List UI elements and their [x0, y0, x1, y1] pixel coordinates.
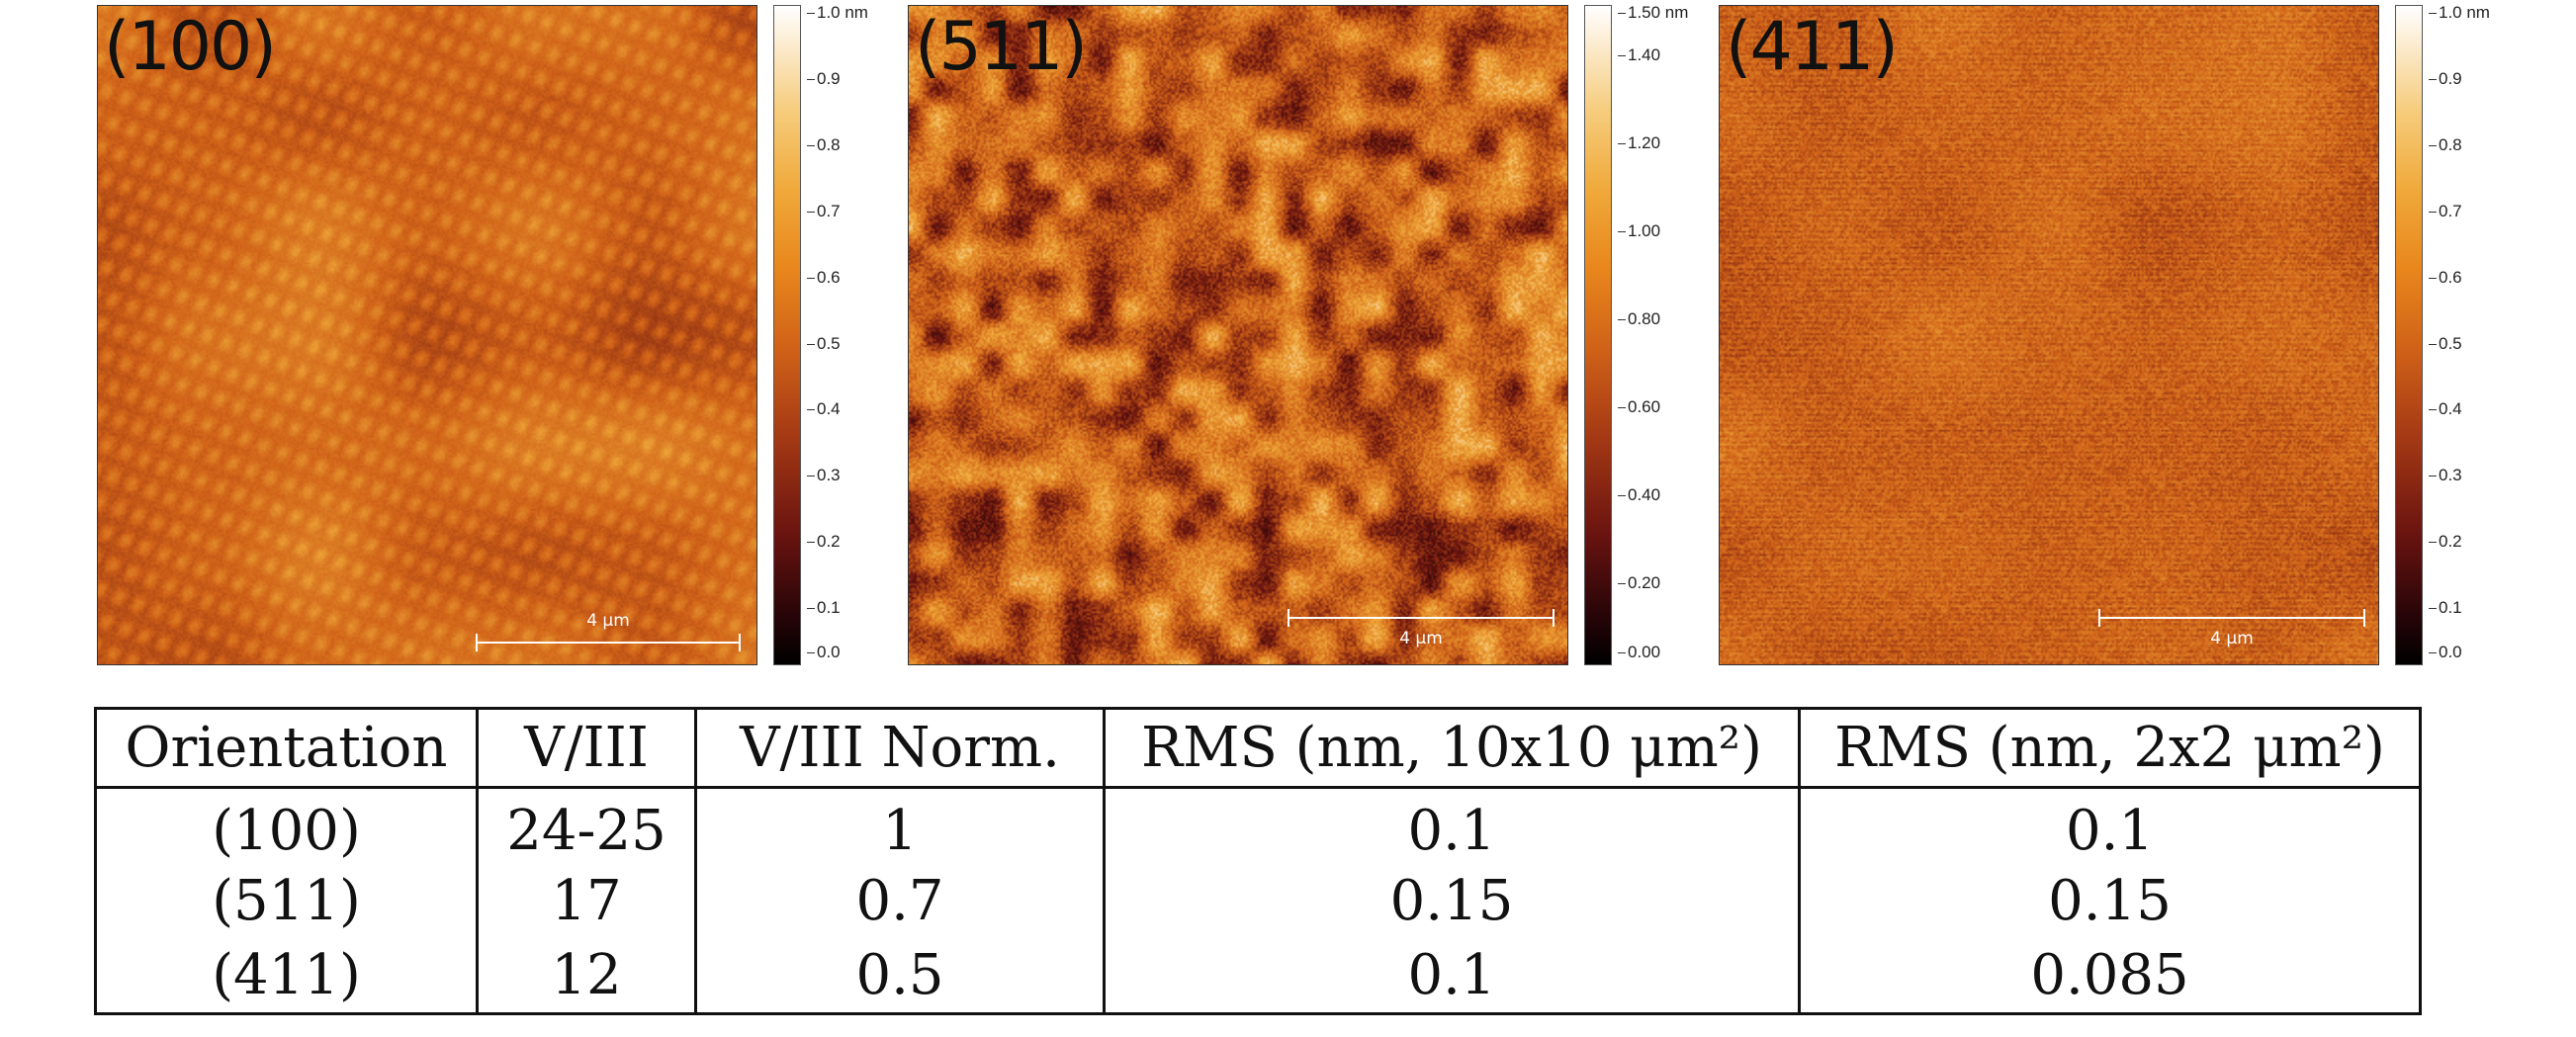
scale-bar-label: 4 µm: [1399, 629, 1443, 648]
table-header-row: Orientation V/III V/III Norm. RMS (nm, 1…: [94, 707, 2422, 789]
table-cell: 0.1: [1103, 938, 1801, 1015]
column-header: Orientation: [94, 707, 479, 789]
table-row: (511) 17 0.7 0.15 0.15: [94, 863, 2422, 938]
table-cell: (100): [94, 787, 479, 863]
orientation-label: (511): [915, 8, 1088, 86]
colorbar-tick: 0.3: [2429, 466, 2462, 484]
colorbar-tick: 1.20: [1617, 133, 1661, 152]
table-cell: (411): [94, 938, 479, 1015]
colorbar-tick: 0.7: [2429, 202, 2462, 220]
afm-height-map: [909, 6, 1567, 664]
column-header: RMS (nm, 10x10 μm²): [1103, 707, 1801, 789]
colorbar: [2395, 5, 2423, 665]
colorbar-tick: 0.5: [2429, 334, 2462, 353]
colorbar-tick: 0.9: [2429, 69, 2462, 88]
table-cell: 24-25: [476, 787, 697, 863]
colorbar-tick: 0.8: [807, 135, 841, 154]
table-cell: 1: [694, 787, 1106, 863]
colorbar-tick: 0.8: [2429, 135, 2462, 154]
colorbar-top-label: 1.0 nm: [807, 3, 868, 22]
colorbar-tick: 0.6: [2429, 268, 2462, 287]
scale-bar: [476, 634, 741, 651]
afm-image-511: (511) 4 µm: [908, 5, 1568, 665]
colorbar-tick: 0.9: [807, 69, 841, 88]
colorbar-top-label: 1.50 nm: [1617, 3, 1689, 22]
orientation-label: (100): [104, 8, 277, 86]
table-cell: 0.7: [694, 863, 1106, 938]
table-row: (100) 24-25 1 0.1 0.1: [94, 787, 2422, 863]
colorbar-tick: 0.0: [2429, 643, 2462, 661]
colorbar-tick: 0.40: [1617, 485, 1661, 504]
colorbar-tick: 1.40: [1617, 45, 1661, 64]
column-header: V/III: [476, 707, 697, 789]
afm-height-map: [98, 6, 756, 664]
colorbar-tick: 0.5: [807, 334, 841, 353]
column-header: V/III Norm.: [694, 707, 1106, 789]
scale-bar: [1288, 609, 1554, 627]
colorbar-tick: 0.3: [807, 466, 841, 484]
table-cell: 17: [476, 863, 697, 938]
table-cell: 0.1: [1103, 787, 1801, 863]
colorbar-tick: 0.2: [807, 532, 841, 551]
table-cell: 0.15: [1103, 863, 1801, 938]
scale-bar-label: 4 µm: [2210, 629, 2254, 648]
colorbar-tick: 1.00: [1617, 221, 1661, 240]
colorbar-tick: 0.7: [807, 202, 841, 220]
orientation-label: (411): [1726, 8, 1899, 86]
colorbar-tick: 0.1: [807, 598, 841, 617]
colorbar-tick: 0.6: [807, 268, 841, 287]
colorbar: [1584, 5, 1612, 665]
table-cell: 0.085: [1798, 938, 2422, 1015]
table-cell: 0.1: [1798, 787, 2422, 863]
table-row: (411) 12 0.5 0.1 0.085: [94, 938, 2422, 1015]
table-cell: 0.5: [694, 938, 1106, 1015]
colorbar: [773, 5, 801, 665]
colorbar-tick: 0.20: [1617, 573, 1661, 592]
colorbar-tick: 0.80: [1617, 309, 1661, 328]
afm-height-map: [1720, 6, 2378, 664]
colorbar-tick: 0.1: [2429, 598, 2462, 617]
colorbar-top-label: 1.0 nm: [2429, 3, 2490, 22]
colorbar-tick: 0.00: [1617, 643, 1661, 661]
growth-summary-table: Orientation V/III V/III Norm. RMS (nm, 1…: [94, 707, 2422, 1015]
colorbar-tick: 0.2: [2429, 532, 2462, 551]
column-header: RMS (nm, 2x2 μm²): [1798, 707, 2422, 789]
colorbar-tick: 0.4: [807, 399, 841, 418]
table-cell: (511): [94, 863, 479, 938]
colorbar-tick: 0.60: [1617, 397, 1661, 416]
afm-image-411: (411) 4 µm: [1719, 5, 2379, 665]
scale-bar-label: 4 µm: [586, 611, 630, 631]
table-cell: 12: [476, 938, 697, 1015]
table-cell: 0.15: [1798, 863, 2422, 938]
scale-bar: [2098, 609, 2365, 627]
colorbar-tick: 0.0: [807, 643, 841, 661]
colorbar-tick: 0.4: [2429, 399, 2462, 418]
afm-image-100: (100) 4 µm: [97, 5, 757, 665]
